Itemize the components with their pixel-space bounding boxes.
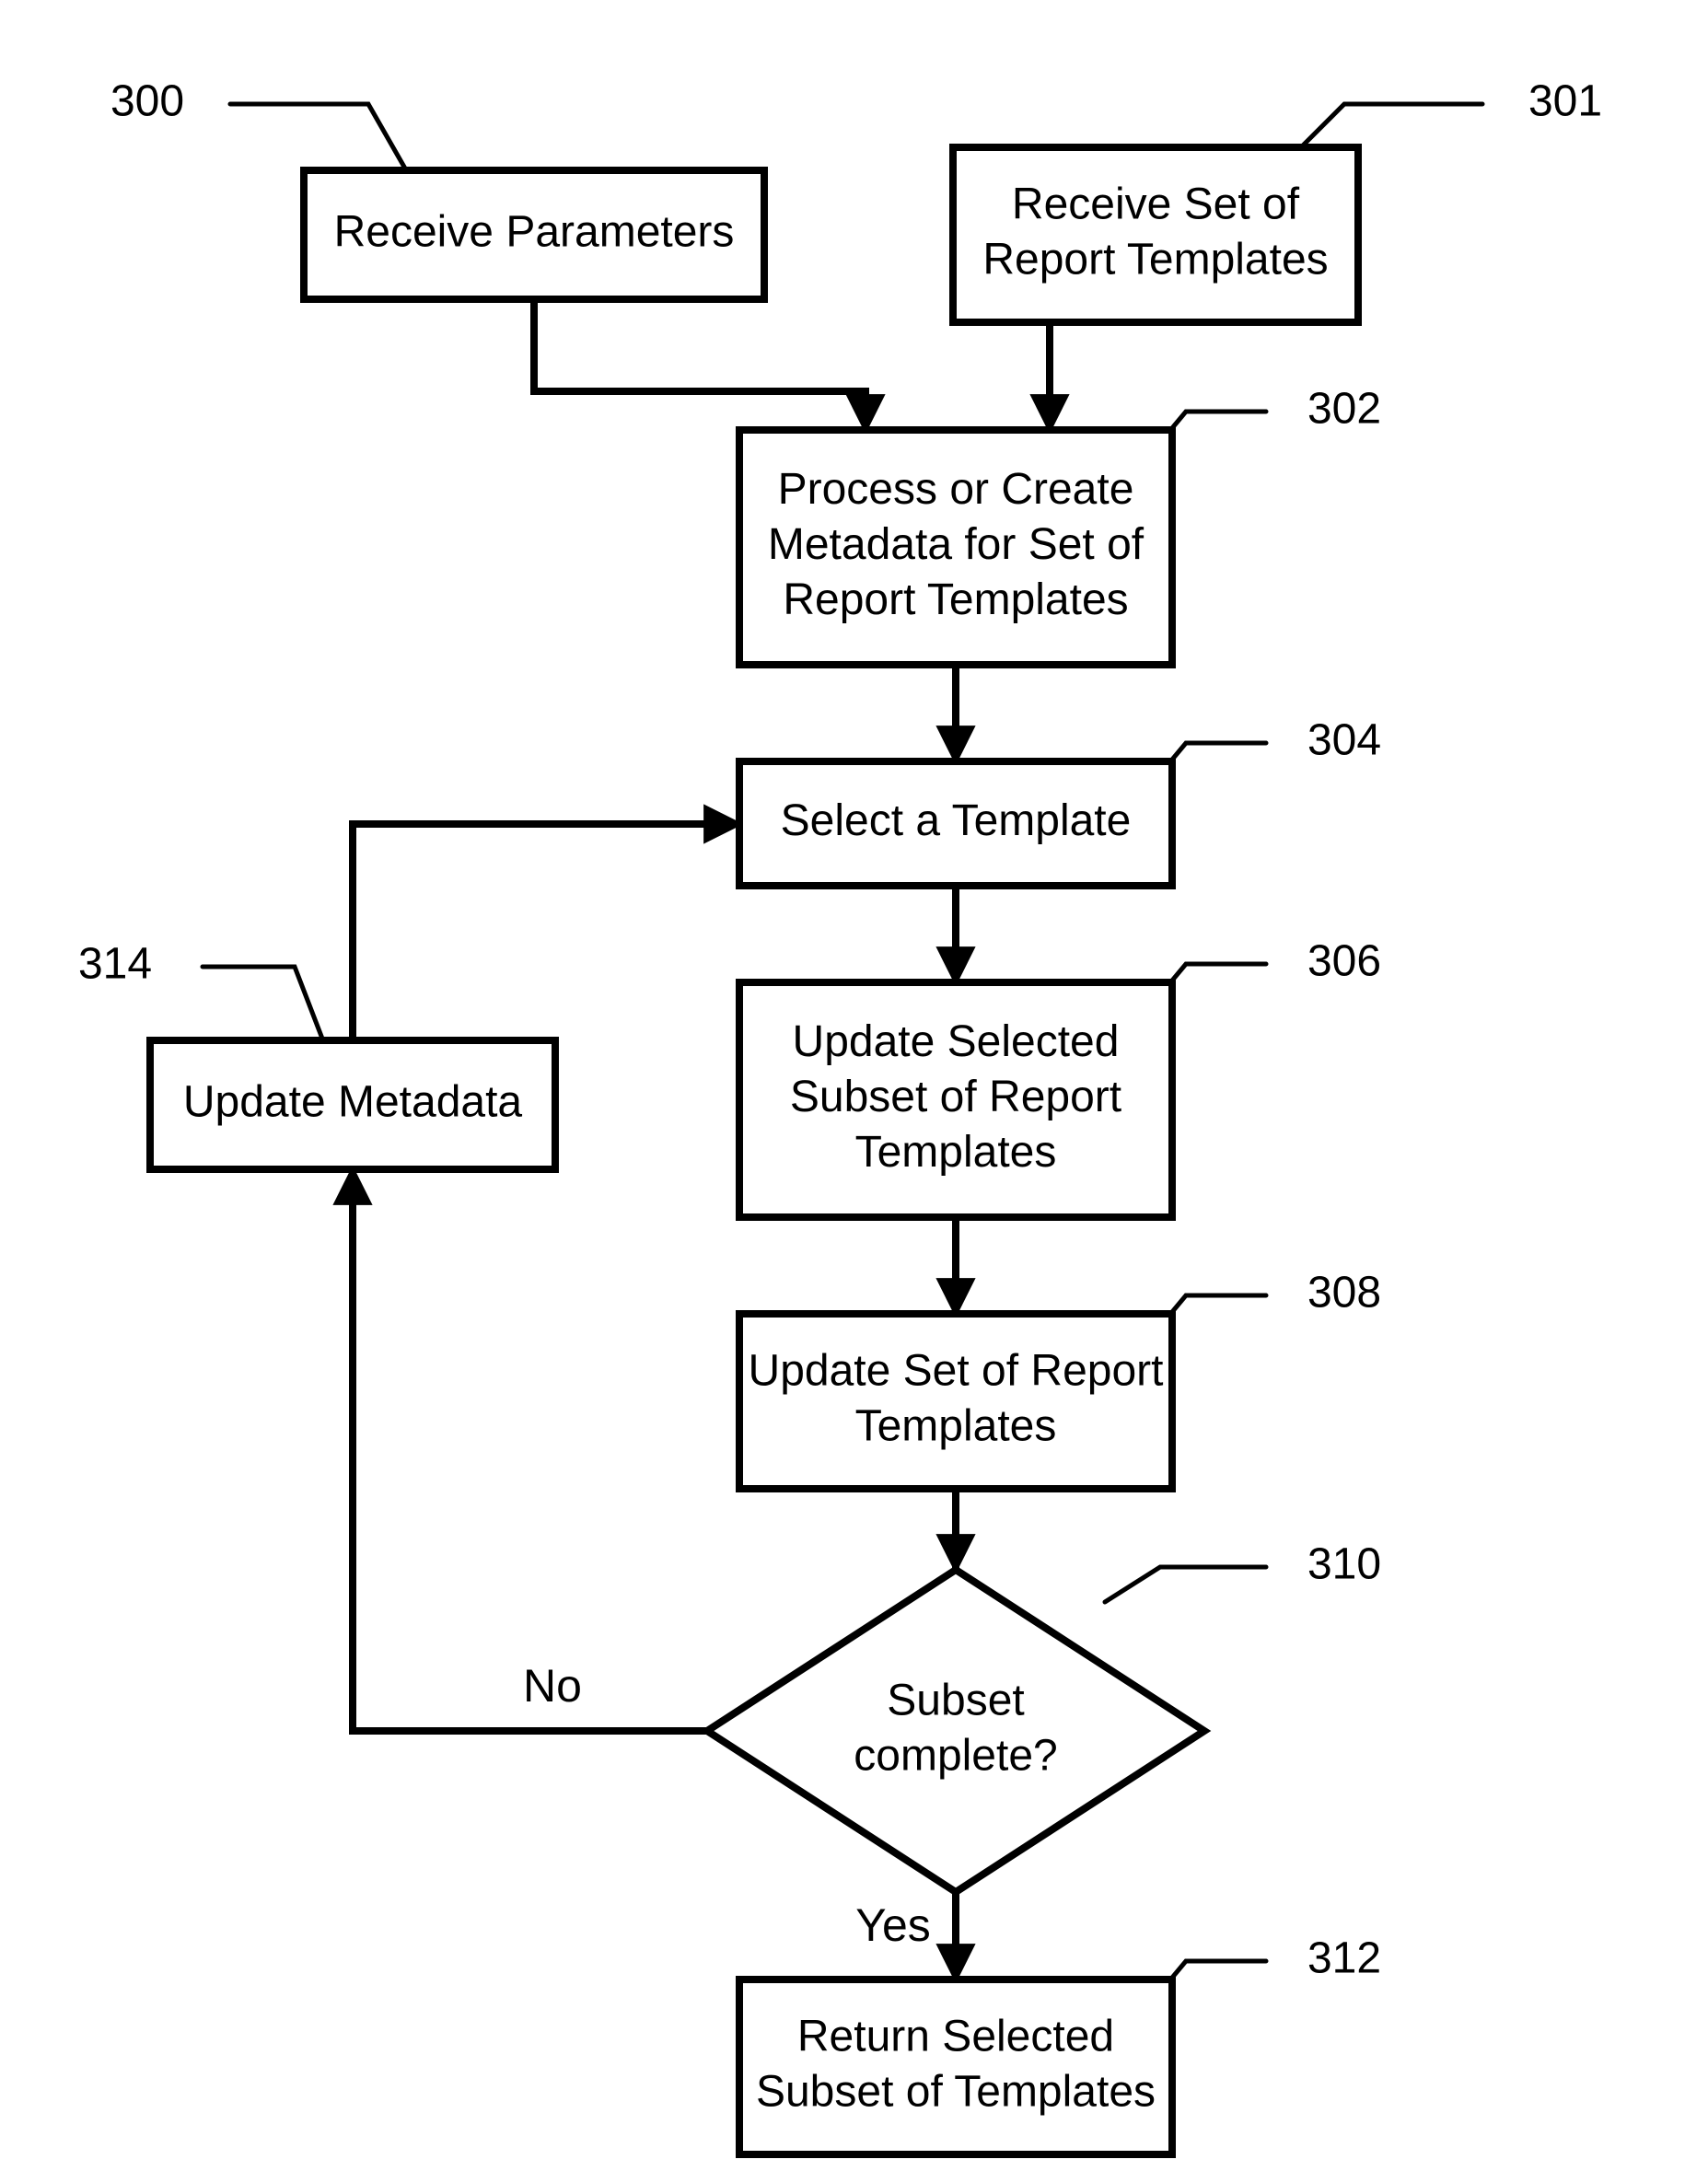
node-n306-line2: Templates <box>855 1128 1057 1177</box>
node-n301-line0: Receive Set of <box>1012 180 1300 229</box>
ref-num-n301: 301 <box>1528 77 1602 126</box>
node-n306-line0: Update Selected <box>793 1017 1120 1066</box>
node-n300-line0: Receive Parameters <box>334 208 735 257</box>
edge-label-yes: Yes <box>855 1899 931 1951</box>
node-n308-line0: Update Set of Report <box>749 1347 1164 1396</box>
node-n310-line0: Subset <box>887 1677 1024 1725</box>
node-n301-line1: Report Templates <box>982 236 1328 284</box>
node-n306-line1: Subset of Report <box>790 1073 1121 1121</box>
ref-num-n310: 310 <box>1307 1540 1381 1589</box>
node-n302-line1: Metadata for Set of <box>768 520 1144 569</box>
ref-num-n308: 308 <box>1307 1269 1381 1318</box>
node-n310-line1: complete? <box>854 1732 1057 1781</box>
node-n314-line0: Update Metadata <box>183 1078 523 1127</box>
node-n304-line0: Select a Template <box>781 796 1132 845</box>
node-n312-line0: Return Selected <box>797 2013 1114 2061</box>
flowchart-diagram: Yes No Receive Parameters 300 Receive Set of… <box>0 0 1708 2171</box>
ref-num-n304: 304 <box>1307 716 1381 765</box>
ref-num-n302: 302 <box>1307 385 1381 434</box>
node-n312-line1: Subset of Templates <box>756 2068 1156 2117</box>
node-n302-line2: Report Templates <box>783 575 1128 624</box>
node-n308-line1: Templates <box>855 1402 1057 1451</box>
ref-num-n314: 314 <box>78 940 152 989</box>
ref-num-n300: 300 <box>110 77 184 126</box>
edge-label-no: No <box>523 1660 582 1712</box>
ref-num-n312: 312 <box>1307 1934 1381 1983</box>
node-n302-line0: Process or Create <box>778 465 1134 514</box>
ref-num-n306: 306 <box>1307 937 1381 986</box>
